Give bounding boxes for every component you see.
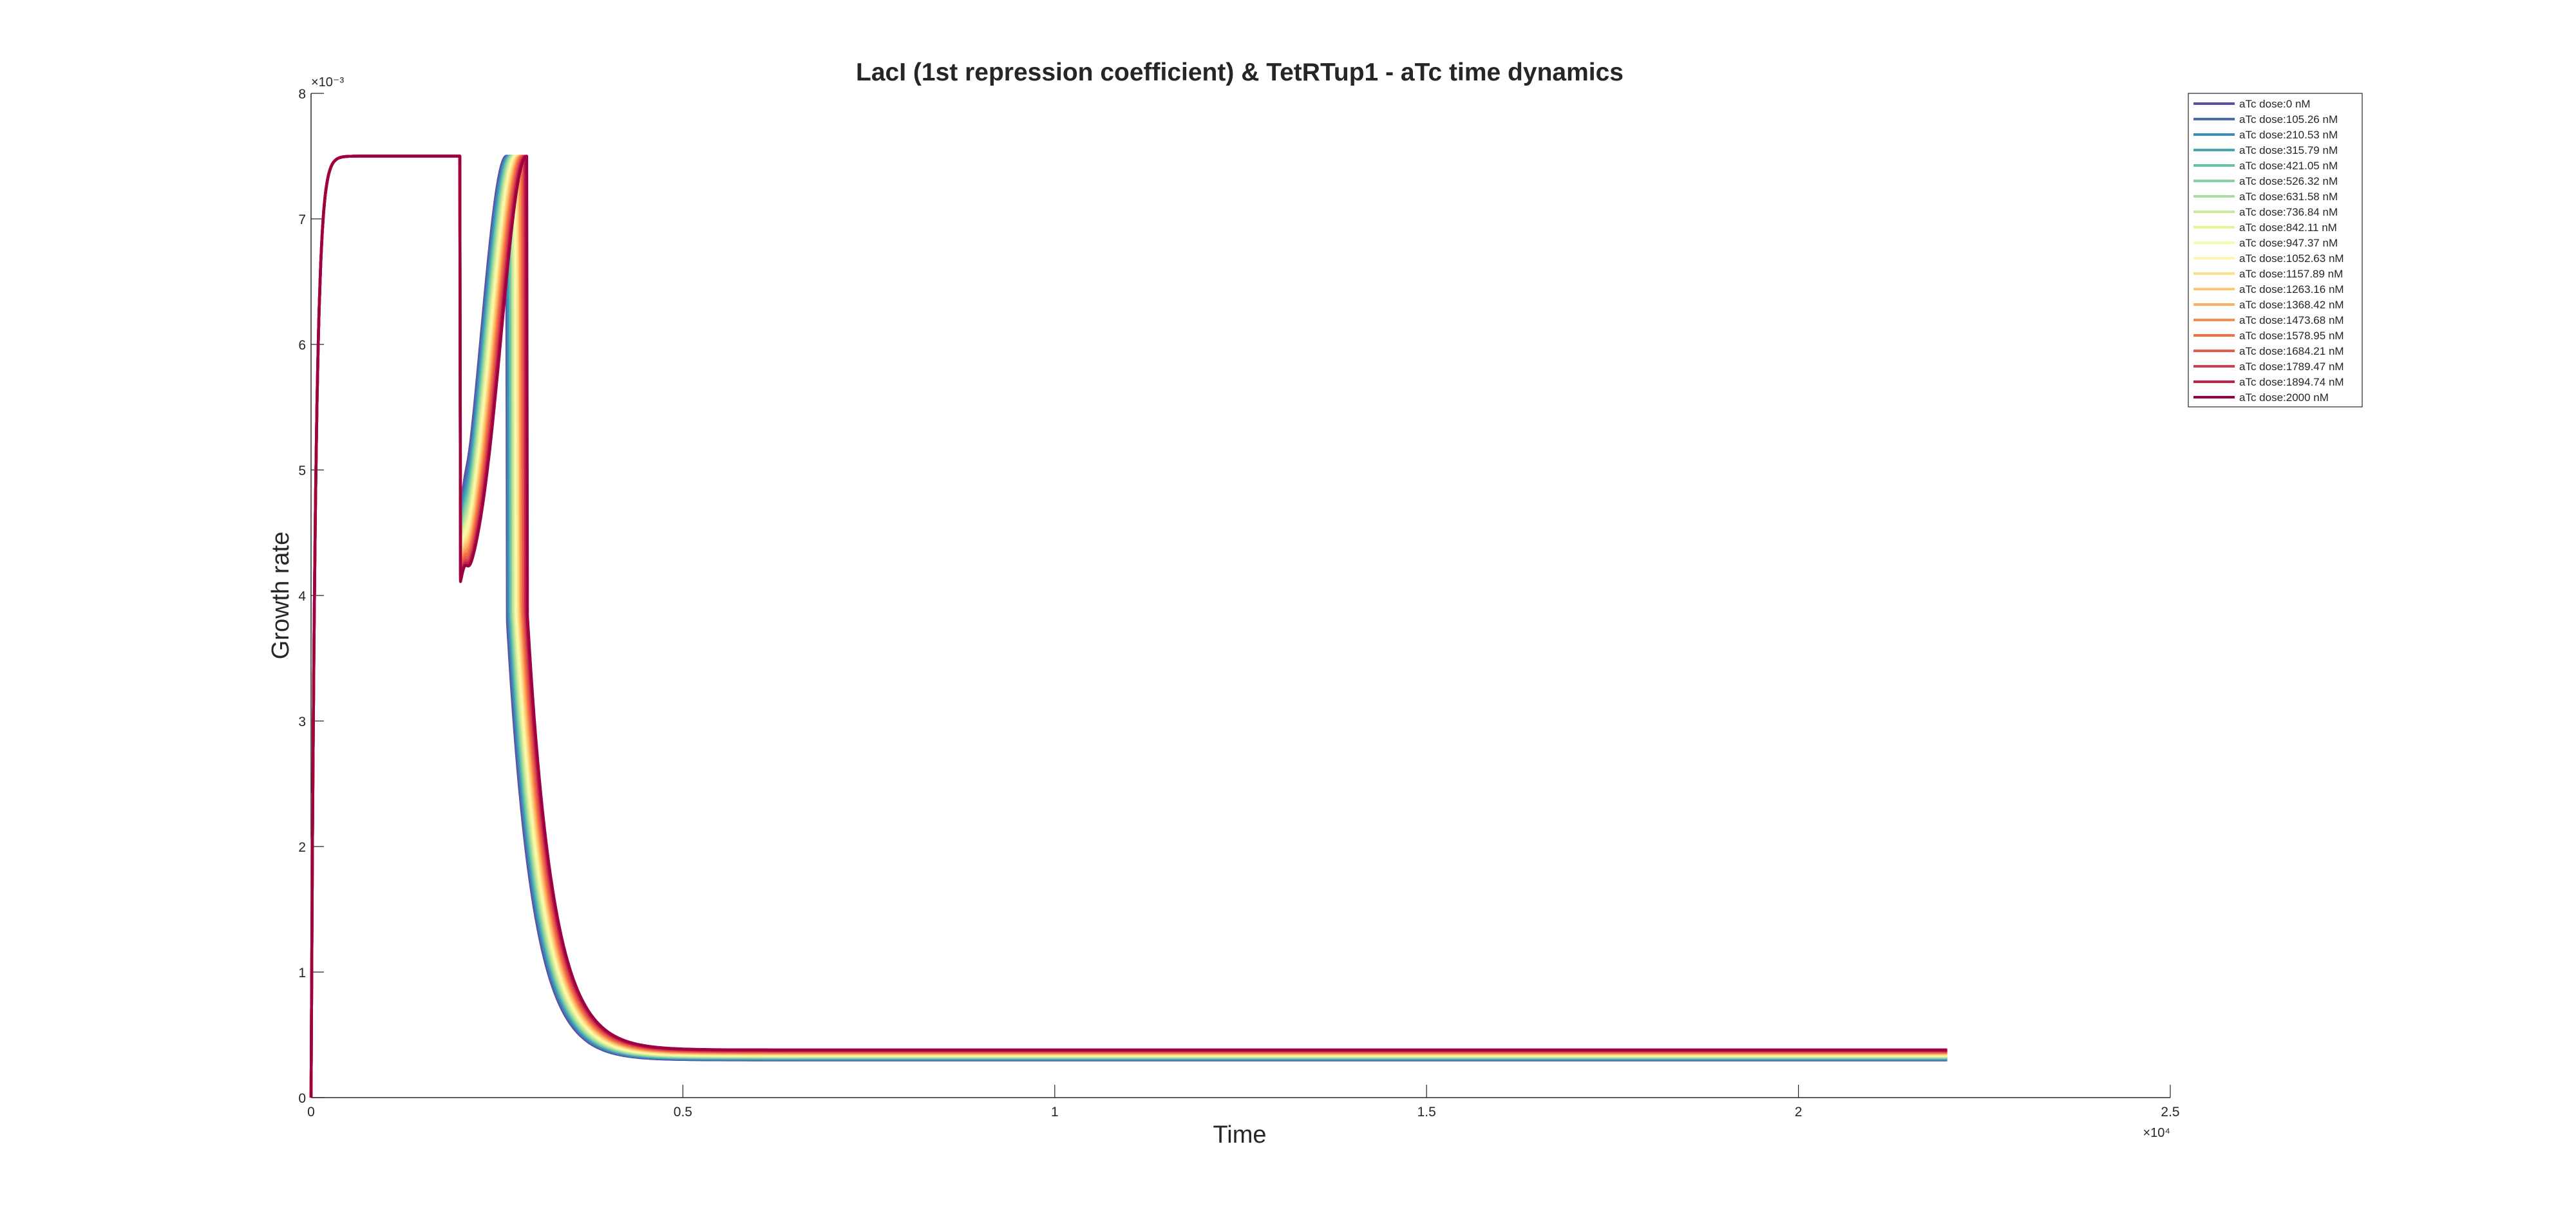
legend-label: aTc dose:631.58 nM	[2239, 191, 2338, 203]
legend-box	[2188, 93, 2363, 407]
y-axis-label: Growth rate	[267, 532, 294, 660]
legend-label: aTc dose:1684.21 nM	[2239, 345, 2344, 357]
legend-label: aTc dose:1894.74 nM	[2239, 376, 2344, 388]
x-tick-label: 2.5	[2161, 1105, 2179, 1119]
legend-label: aTc dose:842.11 nM	[2239, 221, 2337, 234]
y-tick-label: 4	[298, 589, 306, 604]
x-tick-label: 1.5	[1417, 1105, 1436, 1119]
legend-label: aTc dose:315.79 nM	[2239, 144, 2338, 156]
y-tick-label: 3	[298, 715, 306, 729]
legend-label: aTc dose:210.53 nM	[2239, 129, 2338, 141]
legend-label: aTc dose:1473.68 nM	[2239, 314, 2344, 326]
legend-label: aTc dose:526.32 nM	[2239, 175, 2338, 187]
legend-label: aTc dose:1157.89 nM	[2239, 268, 2343, 280]
legend-label: aTc dose:947.37 nM	[2239, 237, 2338, 249]
chart-title: LacI (1st repression coefficient) & TetR…	[856, 59, 1624, 86]
x-axis-label: Time	[1213, 1121, 1266, 1148]
series-line	[309, 155, 1947, 1098]
x-tick-label: 0	[307, 1105, 315, 1119]
x-tick-label: 1	[1051, 1105, 1059, 1119]
y-tick-label: 0	[298, 1091, 306, 1106]
legend-items: aTc dose:0 nM aTc dose:105.26 nM aTc dose:…	[2193, 98, 2344, 404]
legend-label: aTc dose:736.84 nM	[2239, 206, 2338, 218]
y-tick-label: 2	[298, 840, 306, 855]
y-tick-label: 7	[298, 212, 306, 227]
legend-label: aTc dose:1052.63 nM	[2239, 252, 2344, 265]
legend[interactable]: aTc dose:0 nM aTc dose:105.26 nM aTc dose:…	[2188, 93, 2363, 407]
series-lines	[309, 155, 1947, 1098]
y-tick-label: 1	[298, 966, 306, 980]
y-axis-exponent: ×10⁻³	[311, 75, 344, 89]
legend-label: aTc dose:1789.47 nM	[2239, 361, 2344, 373]
legend-label: aTc dose:105.26 nM	[2239, 113, 2338, 126]
legend-label: aTc dose:0 nM	[2239, 98, 2311, 110]
x-tick-label: 0.5	[674, 1105, 692, 1119]
x-tick-label: 2	[1795, 1105, 1803, 1119]
y-tick-label: 5	[298, 464, 306, 478]
legend-label: aTc dose:1368.42 nM	[2239, 299, 2344, 311]
y-ticks: 0 1 2 3 4 5 6 7 8	[298, 87, 324, 1106]
legend-label: aTc dose:421.05 nM	[2239, 160, 2338, 172]
y-tick-label: 8	[298, 87, 306, 102]
x-axis-exponent: ×10⁴	[2143, 1126, 2170, 1140]
legend-label: aTc dose:1263.16 nM	[2239, 283, 2344, 295]
y-tick-label: 6	[298, 338, 306, 353]
legend-label: aTc dose:1578.95 nM	[2239, 330, 2344, 342]
legend-label: aTc dose:2000 nM	[2239, 391, 2329, 404]
